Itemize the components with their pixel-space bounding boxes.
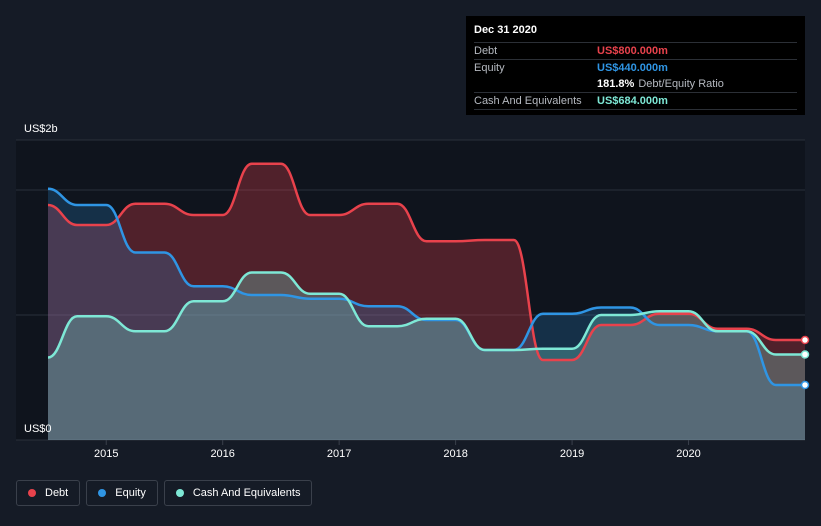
x-tick-label: 2015 (94, 448, 118, 460)
tooltip-ratio-label: Debt/Equity Ratio (638, 78, 724, 90)
x-tick-label: 2019 (560, 448, 584, 460)
debt-area (48, 163, 805, 440)
tooltip-debt-value: US$800.000m (597, 45, 668, 57)
x-tick-label: 2020 (676, 448, 700, 460)
equity-area (48, 188, 805, 440)
tooltip-ratio-value: 181.8% (597, 78, 635, 90)
tooltip-debt-label: Debt (474, 45, 498, 57)
legend-item-equity[interactable]: Equity (86, 480, 158, 506)
legend-item-debt[interactable]: Debt (16, 480, 81, 506)
tooltip-cash-label: Cash And Equivalents (474, 95, 582, 107)
tooltip-debt-row: Debt US$800.000m (474, 42, 797, 59)
debt-line (47, 162, 805, 362)
legend-equity-label: Equity (115, 487, 146, 499)
cash-end-marker[interactable] (800, 350, 810, 359)
tooltip-cash-row: Cash And Equivalents US$684.000m (474, 92, 797, 110)
legend-debt-label: Debt (45, 487, 69, 499)
tooltip-ratio-row: 181.8% Debt/Equity Ratio (474, 76, 797, 92)
series-lines (47, 162, 810, 390)
tooltip-date: Dec 31 2020 (474, 24, 537, 36)
x-tick-label: 2018 (443, 448, 467, 460)
tooltip: Dec 31 2020 Debt US$800.000m Equity US$4… (466, 16, 805, 115)
cash-dot-icon (175, 489, 184, 497)
equity-dot-icon (98, 489, 107, 497)
y-axis-top-label: US$2b (24, 123, 58, 135)
cash-line (47, 271, 805, 359)
x-tick-label: 2016 (210, 448, 234, 460)
tooltip-equity-value: US$440.000m (597, 62, 668, 74)
tooltip-equity-row: Equity US$440.000m (474, 59, 797, 76)
debt-dot-icon (28, 489, 36, 497)
legend: Debt Equity Cash And Equivalents (16, 480, 313, 506)
debt-end-marker[interactable] (800, 335, 810, 345)
cash-area (48, 272, 805, 440)
x-axis: 2015 2016 2017 2018 2019 2020 (94, 440, 701, 460)
tooltip-equity-label: Equity (474, 62, 505, 74)
tooltip-cash-value: US$684.000m (597, 95, 668, 107)
x-tick-label: 2017 (327, 448, 351, 460)
series-areas (48, 163, 805, 440)
legend-cash-label: Cash And Equivalents (192, 487, 301, 499)
legend-item-cash[interactable]: Cash And Equivalents (163, 480, 313, 506)
y-axis-bottom-label: US$0 (24, 423, 52, 435)
equity-end-marker[interactable] (800, 380, 810, 390)
